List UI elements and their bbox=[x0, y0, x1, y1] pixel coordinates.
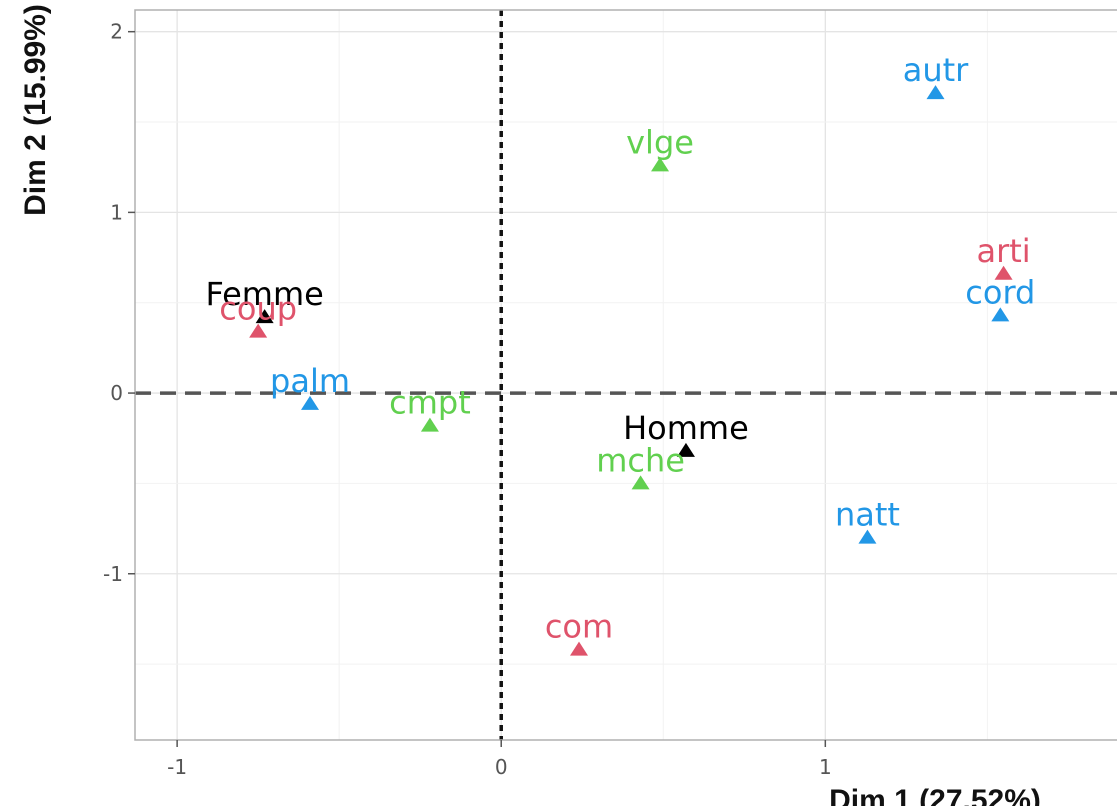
grid bbox=[135, 10, 1117, 740]
point-marker-cmpt bbox=[420, 417, 439, 432]
point-marker-arti bbox=[994, 265, 1013, 280]
point-marker-natt bbox=[858, 529, 877, 544]
plot-panel-border bbox=[134, 9, 1117, 741]
x-tick-label: 0 bbox=[495, 755, 508, 779]
data-point-natt: natt bbox=[835, 496, 900, 544]
point-label-mche: mche bbox=[596, 441, 685, 479]
point-label-natt: natt bbox=[835, 496, 900, 534]
x-axis-title: Dim 1 (27.52%) bbox=[829, 784, 1041, 806]
data-point-mche: mche bbox=[596, 441, 685, 490]
point-label-com: com bbox=[545, 608, 613, 646]
point-label-cord: cord bbox=[965, 273, 1035, 311]
data-point-cmpt: cmpt bbox=[389, 384, 471, 432]
point-label-palm: palm bbox=[270, 362, 350, 400]
data-point-cord: cord bbox=[965, 273, 1035, 322]
data-point-Homme: Homme bbox=[623, 409, 749, 457]
y-tick-label: 0 bbox=[110, 381, 123, 405]
point-label-Homme: Homme bbox=[623, 409, 749, 447]
y-tick-label: -1 bbox=[103, 562, 123, 586]
data-points: Femme Homme coup arti com palm autr cord natt vlg… bbox=[205, 51, 1035, 656]
data-point-com: com bbox=[545, 608, 613, 656]
point-marker-com bbox=[570, 641, 589, 656]
data-point-arti: arti bbox=[976, 232, 1031, 280]
y-tick-label: 2 bbox=[110, 20, 123, 44]
data-point-coup: coup bbox=[219, 290, 297, 338]
point-label-coup: coup bbox=[219, 290, 297, 328]
data-point-Femme: Femme bbox=[205, 275, 324, 324]
point-marker-palm bbox=[301, 395, 320, 410]
point-label-autr: autr bbox=[903, 51, 969, 89]
point-marker-Homme bbox=[676, 442, 695, 457]
data-point-vlge: vlge bbox=[626, 123, 694, 172]
x-tick-label: -1 bbox=[167, 755, 187, 779]
x-tick-label: 1 bbox=[819, 755, 832, 779]
point-marker-cord bbox=[991, 307, 1010, 322]
point-label-Femme: Femme bbox=[205, 275, 323, 313]
point-marker-autr bbox=[926, 85, 945, 100]
point-marker-Femme bbox=[255, 309, 274, 324]
axis-ticks: -1 0 1 -1 0 1 2 bbox=[103, 20, 832, 779]
point-label-vlge: vlge bbox=[626, 123, 694, 161]
point-marker-mche bbox=[631, 475, 650, 490]
y-tick-label: 1 bbox=[110, 200, 123, 224]
point-label-arti: arti bbox=[976, 232, 1030, 270]
reference-lines bbox=[135, 10, 1117, 740]
point-marker-coup bbox=[249, 323, 268, 338]
data-point-palm: palm bbox=[270, 362, 350, 410]
data-point-autr: autr bbox=[903, 51, 969, 100]
point-marker-vlge bbox=[651, 157, 670, 172]
y-axis-title: Dim 2 (15.99%) bbox=[19, 4, 52, 216]
point-label-cmpt: cmpt bbox=[389, 384, 471, 422]
